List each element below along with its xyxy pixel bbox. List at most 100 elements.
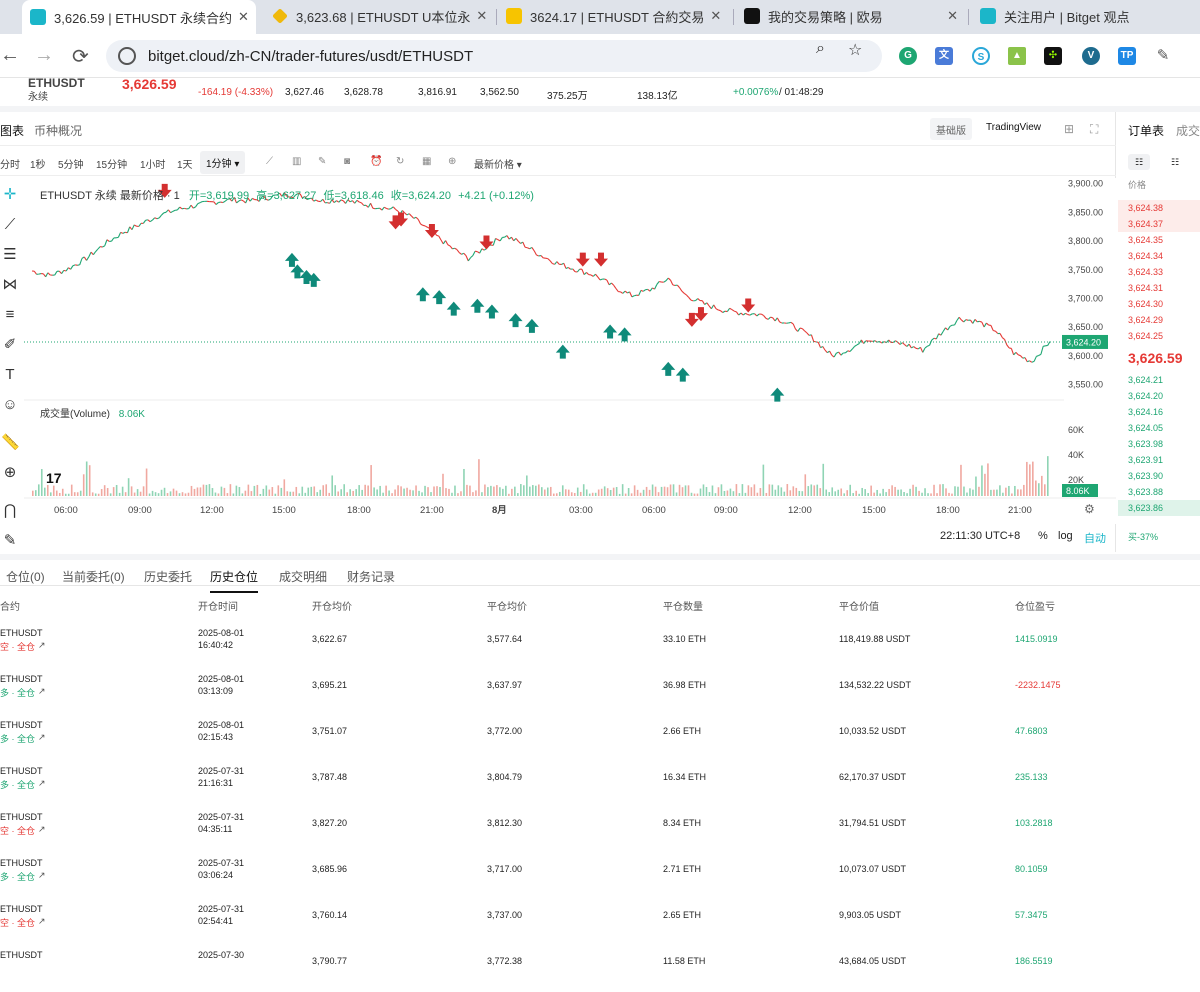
bid-row[interactable]: 3,624.05 bbox=[1118, 420, 1200, 436]
ask-row[interactable]: 3,624.38 bbox=[1118, 200, 1200, 216]
site-info-icon[interactable] bbox=[118, 47, 136, 65]
horizontal-lines-icon[interactable]: ☰ bbox=[1, 246, 19, 264]
mode-tradingview-button[interactable]: TradingView bbox=[980, 118, 1047, 140]
extension-okx-icon[interactable]: ✣ bbox=[1044, 47, 1062, 65]
emoji-icon[interactable]: ☺ bbox=[1, 396, 19, 414]
interval-5m[interactable]: 5分钟 bbox=[58, 156, 84, 171]
alarm-icon[interactable]: ⏰ bbox=[370, 156, 382, 167]
zoom-in-icon[interactable]: ⊕ bbox=[1, 464, 19, 482]
tab-positions[interactable]: 仓位(0) bbox=[6, 568, 45, 585]
ask-row[interactable]: 3,624.35 bbox=[1118, 232, 1200, 248]
fib-icon[interactable]: ≡ bbox=[1, 306, 19, 324]
browser-tab-3[interactable]: 3624.17 | ETHUSDT 合約交易 ✕ bbox=[498, 2, 728, 30]
extension-swirl-icon[interactable]: S bbox=[972, 47, 990, 65]
bid-row[interactable]: 3,623.90 bbox=[1118, 468, 1200, 484]
tab-trade-details[interactable]: 成交明细 bbox=[279, 568, 327, 585]
share-icon[interactable]: ↗ bbox=[38, 778, 46, 789]
extension-tp-icon[interactable]: TP bbox=[1118, 47, 1136, 65]
bid-row[interactable]: 3,623.88 bbox=[1118, 484, 1200, 500]
tab-position-history[interactable]: 历史仓位 bbox=[210, 568, 258, 593]
mode-basic-button[interactable]: 基础版 bbox=[930, 118, 972, 140]
ask-row[interactable]: 3,624.33 bbox=[1118, 264, 1200, 280]
close-icon[interactable]: ✕ bbox=[941, 8, 958, 24]
interval-1h[interactable]: 1小时 bbox=[140, 156, 166, 171]
bid-row[interactable]: 3,624.16 bbox=[1118, 404, 1200, 420]
bid-row[interactable]: 3,623.98 bbox=[1118, 436, 1200, 452]
percent-toggle[interactable]: % bbox=[1038, 530, 1048, 542]
extension-g-icon[interactable]: G bbox=[899, 47, 917, 65]
log-toggle[interactable]: log bbox=[1058, 530, 1073, 542]
magnet-icon[interactable]: ⋂ bbox=[1, 502, 19, 520]
indicator-icon[interactable]: ⟋ bbox=[266, 156, 273, 167]
crosshair-icon[interactable]: ✛ bbox=[1, 186, 19, 204]
tab-order-history[interactable]: 历史委托 bbox=[144, 568, 192, 585]
book-bids-icon[interactable]: ☷ bbox=[1164, 154, 1186, 170]
reload-icon[interactable]: ⟳ bbox=[72, 44, 89, 69]
bid-row[interactable]: 3,623.91 bbox=[1118, 452, 1200, 468]
zoom-icon[interactable]: ⌕ bbox=[816, 40, 825, 58]
trend-line-icon[interactable]: ⟋ bbox=[1, 216, 19, 234]
tab-orderbook[interactable]: 订单表 bbox=[1128, 122, 1164, 139]
ruler-icon[interactable]: 📏 bbox=[1, 434, 19, 452]
interval-1d[interactable]: 1天 bbox=[177, 156, 193, 171]
browser-tab-4[interactable]: 我的交易策略 | 欧易 ✕ bbox=[736, 2, 966, 30]
share-icon[interactable]: ↗ bbox=[38, 732, 46, 743]
ask-row[interactable]: 3,624.30 bbox=[1118, 296, 1200, 312]
bid-row[interactable]: 3,624.20 bbox=[1118, 388, 1200, 404]
extension-signal-icon[interactable]: ▲ bbox=[1008, 47, 1026, 65]
interval-tick[interactable]: 分时 bbox=[0, 156, 20, 171]
close-icon[interactable]: ✕ bbox=[470, 8, 487, 24]
url-field[interactable]: bitget.cloud/zh-CN/trader-futures/usdt/E… bbox=[106, 40, 882, 72]
bid-row[interactable]: 3,623.86 bbox=[1118, 500, 1200, 516]
ask-row[interactable]: 3,624.37 bbox=[1118, 216, 1200, 232]
forward-arrow-icon[interactable]: → bbox=[34, 44, 54, 67]
auto-toggle[interactable]: 自动 bbox=[1084, 530, 1106, 546]
back-arrow-icon[interactable]: ← bbox=[0, 44, 20, 67]
fullscreen-icon[interactable]: ⛶ bbox=[1090, 122, 1098, 137]
book-both-icon[interactable]: ☷ bbox=[1128, 154, 1150, 170]
ask-row[interactable]: 3,624.29 bbox=[1118, 312, 1200, 328]
star-icon[interactable]: ☆ bbox=[848, 40, 862, 60]
pattern-icon[interactable]: ⋈ bbox=[1, 276, 19, 294]
share-icon[interactable]: ↗ bbox=[38, 870, 46, 881]
tab-overview[interactable]: 币种概况 bbox=[34, 122, 82, 139]
add-icon[interactable]: ⊕ bbox=[448, 156, 456, 167]
tab-chart[interactable]: 图表 bbox=[0, 122, 24, 139]
browser-tab-2[interactable]: 3,623.68 | ETHUSDT U本位永 ✕ bbox=[264, 2, 494, 30]
share-icon[interactable]: ↗ bbox=[38, 640, 46, 651]
text-icon[interactable]: T bbox=[1, 366, 19, 384]
pen-icon[interactable]: ✎ bbox=[1154, 47, 1172, 65]
tab-financial-records[interactable]: 财务记录 bbox=[347, 568, 395, 585]
bid-row[interactable]: 3,624.21 bbox=[1118, 372, 1200, 388]
price-type-dropdown[interactable]: 最新价格 ▾ bbox=[474, 156, 522, 171]
interval-selected[interactable]: 1分钟 ▾ bbox=[200, 151, 245, 174]
mid-price[interactable]: 3,626.59 bbox=[1118, 346, 1200, 370]
interval-1s[interactable]: 1秒 bbox=[30, 156, 46, 171]
share-icon[interactable]: ↗ bbox=[38, 686, 46, 697]
ask-row[interactable]: 3,624.31 bbox=[1118, 280, 1200, 296]
tab-open-orders[interactable]: 当前委托(0) bbox=[62, 568, 125, 585]
chart-type-icon[interactable]: ▥ bbox=[292, 156, 301, 167]
camera-icon[interactable]: ◙ bbox=[344, 156, 350, 167]
browser-tab-1[interactable]: 3,626.59 | ETHUSDT 永续合约 ✕ bbox=[22, 0, 256, 34]
calendar-icon[interactable]: ▦ bbox=[422, 156, 431, 167]
extension-v-icon[interactable]: V bbox=[1082, 47, 1100, 65]
layout-grid-icon[interactable]: ⊞ bbox=[1064, 122, 1074, 136]
reset-icon[interactable]: ↻ bbox=[396, 156, 404, 167]
price-chart[interactable]: 3,550.003,600.003,650.003,700.003,750.00… bbox=[24, 178, 1116, 524]
translate-icon[interactable]: 文 bbox=[935, 47, 953, 65]
ask-row[interactable]: 3,624.25 bbox=[1118, 328, 1200, 344]
ask-row[interactable]: 3,624.34 bbox=[1118, 248, 1200, 264]
close-icon[interactable]: ✕ bbox=[704, 8, 721, 24]
tab-trades[interactable]: 成交 bbox=[1176, 122, 1200, 139]
share-icon[interactable]: ↗ bbox=[38, 916, 46, 927]
close-icon[interactable]: ✕ bbox=[232, 9, 249, 25]
